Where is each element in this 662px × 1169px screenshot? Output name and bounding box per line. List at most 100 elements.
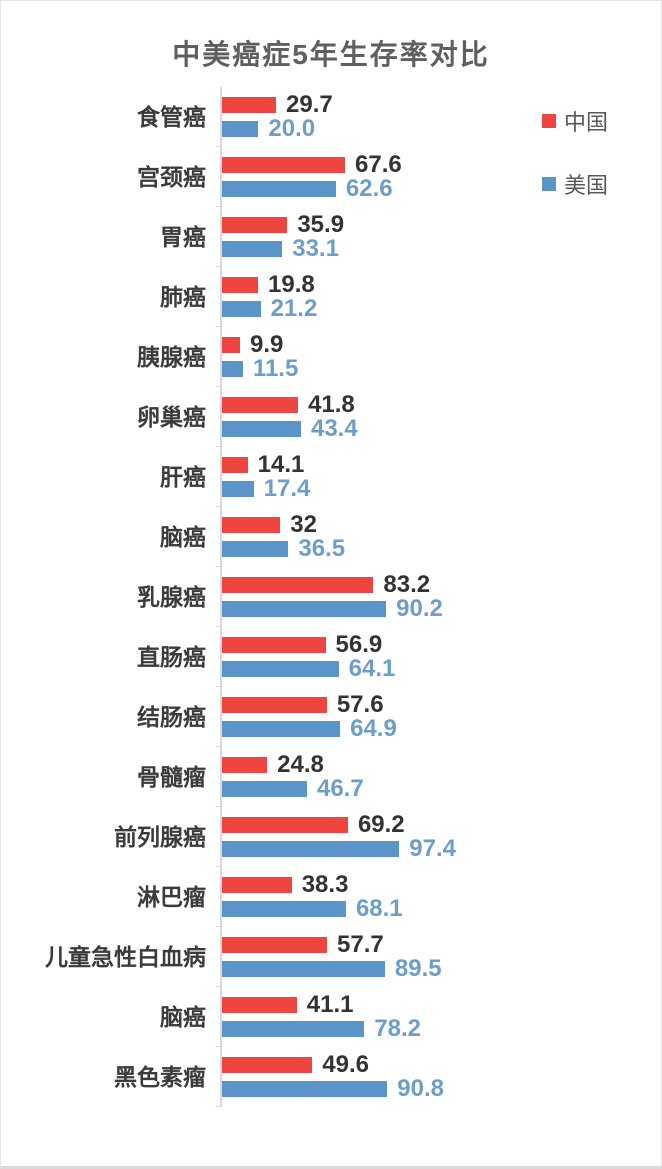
bar-line-usa: 17.4 (222, 477, 661, 501)
bar-value-usa: 17.4 (263, 475, 311, 502)
bar-usa (222, 721, 341, 737)
bar-usa (222, 361, 243, 377)
category-label: 脑癌 (160, 1003, 206, 1030)
bar-usa (222, 121, 259, 137)
bar-value-usa: 20.0 (268, 115, 316, 142)
legend-item-china: 中国 (542, 105, 608, 137)
bar-value-usa: 46.7 (316, 775, 364, 802)
legend-usa-label: 美国 (564, 173, 609, 198)
bar-line-china: 56.9 (222, 633, 661, 657)
bar-china (222, 1057, 313, 1073)
bar-line-china: 41.8 (222, 393, 661, 417)
bar-line-china: 49.6 (222, 1053, 661, 1077)
row-plot: 29.7 20.0 (216, 87, 661, 147)
bar-china (222, 397, 299, 413)
bar-china (222, 157, 346, 173)
row-plot: 41.8 43.4 (216, 387, 661, 447)
category-label: 肝癌 (160, 463, 206, 490)
bar-line-usa: 90.2 (222, 597, 661, 621)
chart-row: 胰腺癌 9.9 11.5 (1, 327, 661, 387)
category-label: 前列腺癌 (114, 823, 206, 850)
category-label: 肺癌 (160, 283, 206, 310)
bar-china (222, 637, 326, 653)
chart-row: 黑色素瘤 49.6 90.8 (1, 1047, 661, 1107)
bar-line-china: 32 (222, 513, 661, 537)
row-plot: 38.3 68.1 (216, 867, 661, 927)
category-label: 儿童急性白血病 (45, 943, 206, 970)
bar-value-china: 57.6 (336, 691, 384, 718)
bar-usa (222, 601, 387, 617)
bar-value-usa: 62.6 (345, 175, 393, 202)
bar-usa (222, 781, 307, 797)
row-plot: 69.2 97.4 (216, 807, 661, 867)
bar-value-usa: 97.4 (409, 835, 456, 862)
bar-value-china: 69.2 (357, 811, 405, 838)
bar-value-usa: 90.2 (396, 595, 443, 622)
chart-row: 肝癌 14.1 17.4 (1, 447, 661, 507)
category-label: 骨髓瘤 (137, 763, 206, 790)
bar-china (222, 877, 292, 893)
bar-value-china: 9.9 (250, 331, 284, 358)
category-label: 淋巴瘤 (137, 883, 206, 910)
bar-line-china: 57.6 (222, 693, 661, 717)
bar-usa (222, 301, 261, 317)
row-plot: 41.1 78.2 (216, 987, 661, 1047)
category-label: 结肠癌 (137, 703, 206, 730)
bar-line-china: 14.1 (222, 453, 661, 477)
bar-value-usa: 36.5 (298, 535, 346, 562)
chart-row: 前列腺癌 69.2 97.4 (1, 807, 661, 867)
bar-china (222, 217, 288, 233)
bar-line-china: 67.6 (222, 153, 661, 177)
bar-line-usa: 89.5 (222, 957, 661, 981)
bar-line-china: 35.9 (222, 213, 661, 237)
category-label: 食管癌 (137, 103, 206, 130)
bar-value-china: 24.8 (277, 751, 324, 778)
row-plot: 56.9 64.1 (216, 627, 661, 687)
bar-value-usa: 64.1 (348, 655, 396, 682)
bar-value-china: 19.8 (268, 271, 315, 298)
row-plot: 32 36.5 (216, 507, 661, 567)
bar-line-china: 9.9 (222, 333, 661, 357)
legend-china-label: 中国 (564, 110, 609, 135)
row-plot: 83.2 90.2 (216, 567, 661, 627)
bar-line-usa: 78.2 (222, 1017, 661, 1041)
bar-usa (222, 661, 339, 677)
chart-row: 淋巴瘤 38.3 68.1 (1, 867, 661, 927)
bar-line-china: 29.7 (222, 93, 661, 117)
bar-line-china: 38.3 (222, 873, 661, 897)
bar-china (222, 937, 327, 953)
chart-row: 食管癌 29.7 20.0 (1, 87, 661, 147)
bar-china (222, 517, 281, 533)
bar-value-china: 14.1 (257, 451, 305, 478)
row-plot: 57.7 89.5 (216, 927, 661, 987)
bar-usa (222, 1081, 388, 1097)
bar-value-usa: 64.9 (350, 715, 397, 742)
bar-line-usa: 36.5 (222, 537, 661, 561)
bar-line-china: 24.8 (222, 753, 661, 777)
bar-value-china: 56.9 (335, 631, 383, 658)
bar-value-usa: 21.2 (270, 295, 318, 322)
chart-row: 胃癌 35.9 33.1 (1, 207, 661, 267)
chart-row: 脑癌 32 36.5 (1, 507, 661, 567)
bar-value-china: 35.9 (297, 211, 345, 238)
chart-row: 儿童急性白血病 57.7 89.5 (1, 927, 661, 987)
bar-line-usa: 64.9 (222, 717, 661, 741)
bar-china (222, 577, 374, 593)
category-label: 黑色素瘤 (114, 1063, 206, 1090)
chart-rows: 食管癌 29.7 20.0 宫颈癌 67.6 62.6 胃癌 35.9 33.1 肺癌 19.8 21… (1, 87, 661, 1107)
bar-china (222, 997, 297, 1013)
chart-row: 结肠癌 57.6 64.9 (1, 687, 661, 747)
bar-line-china: 57.7 (222, 933, 661, 957)
bar-value-china: 83.2 (383, 571, 431, 598)
bar-value-usa: 11.5 (252, 355, 299, 382)
bar-china (222, 277, 259, 293)
bar-line-usa: 20.0 (222, 117, 661, 141)
row-plot: 67.6 62.6 (216, 147, 661, 207)
chart-title: 中美癌症5年生存率对比 (172, 39, 490, 70)
row-plot: 14.1 17.4 (216, 447, 661, 507)
bar-value-usa: 89.5 (394, 955, 442, 982)
chart-row: 脑癌 41.1 78.2 (1, 987, 661, 1047)
bar-line-usa: 33.1 (222, 237, 661, 261)
bar-china (222, 817, 348, 833)
bar-value-china: 57.7 (337, 931, 384, 958)
